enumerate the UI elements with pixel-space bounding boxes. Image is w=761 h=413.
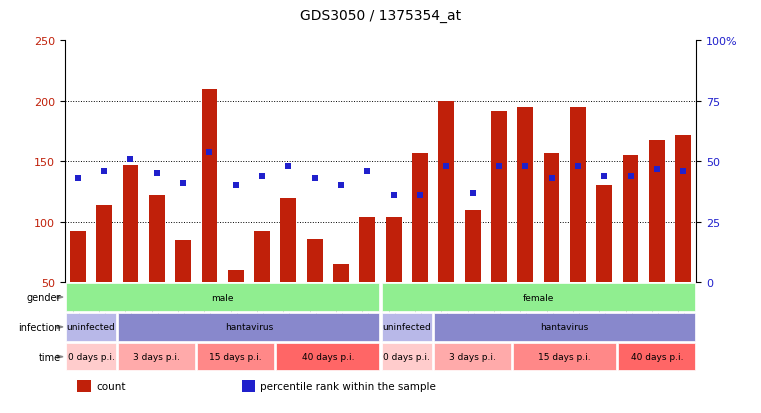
Text: uninfected: uninfected	[383, 323, 431, 332]
Bar	[359, 217, 375, 343]
Bar	[123, 166, 139, 343]
Bar	[281, 198, 296, 343]
Text: uninfected: uninfected	[67, 323, 116, 332]
Point	[598, 173, 610, 180]
Point	[414, 192, 426, 199]
Point	[230, 183, 242, 189]
Bar	[435, 313, 696, 341]
Point	[546, 176, 558, 182]
Text: 15 days p.i.: 15 days p.i.	[209, 352, 262, 361]
Bar	[619, 343, 696, 370]
Bar	[386, 217, 402, 343]
Point	[177, 180, 189, 187]
Bar	[78, 380, 91, 392]
Bar	[517, 108, 533, 343]
Point	[361, 168, 374, 175]
Bar	[649, 140, 665, 343]
Text: count: count	[96, 381, 126, 391]
Point	[677, 168, 689, 175]
Bar	[119, 313, 380, 341]
Text: 0 days p.i.: 0 days p.i.	[68, 352, 114, 361]
Text: GDS3050 / 1375354_at: GDS3050 / 1375354_at	[300, 9, 461, 23]
Bar	[333, 264, 349, 343]
Bar	[254, 232, 270, 343]
Bar	[438, 102, 454, 343]
Point	[124, 156, 136, 163]
Point	[519, 164, 531, 170]
Bar	[149, 196, 164, 343]
Text: 40 days p.i.: 40 days p.i.	[301, 352, 354, 361]
Bar	[675, 135, 691, 343]
Bar	[491, 111, 507, 343]
Bar	[65, 343, 116, 370]
Text: 3 days p.i.: 3 days p.i.	[133, 352, 180, 361]
Text: gender: gender	[27, 292, 61, 302]
Text: 0 days p.i.: 0 days p.i.	[384, 352, 430, 361]
Text: hantavirus: hantavirus	[224, 323, 273, 332]
Bar	[435, 343, 511, 370]
Bar	[513, 343, 616, 370]
Point	[651, 166, 663, 173]
Text: 40 days p.i.: 40 days p.i.	[631, 352, 683, 361]
Bar	[70, 232, 86, 343]
Bar	[197, 343, 274, 370]
Bar	[381, 313, 432, 341]
Text: percentile rank within the sample: percentile rank within the sample	[260, 381, 436, 391]
Bar	[412, 154, 428, 343]
Text: male: male	[212, 293, 234, 302]
Bar	[465, 210, 480, 343]
Point	[493, 164, 505, 170]
Bar	[175, 240, 191, 343]
Point	[309, 176, 321, 182]
Text: 3 days p.i.: 3 days p.i.	[449, 352, 496, 361]
Bar	[228, 271, 244, 343]
Point	[72, 176, 84, 182]
Bar	[570, 108, 586, 343]
Point	[98, 168, 110, 175]
Point	[440, 164, 452, 170]
Point	[282, 164, 295, 170]
Bar	[241, 380, 256, 392]
Bar	[65, 313, 116, 341]
Bar	[622, 156, 638, 343]
Bar	[65, 284, 380, 311]
Text: infection: infection	[18, 322, 61, 332]
Bar	[307, 239, 323, 343]
Text: time: time	[39, 352, 61, 362]
Bar	[276, 343, 380, 370]
Bar	[202, 90, 218, 343]
Point	[335, 183, 347, 189]
Point	[466, 190, 479, 197]
Point	[256, 173, 268, 180]
Bar	[597, 186, 612, 343]
Point	[625, 173, 637, 180]
Bar	[381, 284, 696, 311]
Text: female: female	[523, 293, 554, 302]
Bar	[381, 343, 432, 370]
Text: hantavirus: hantavirus	[540, 323, 589, 332]
Bar	[543, 154, 559, 343]
Point	[151, 171, 163, 177]
Bar	[96, 205, 112, 343]
Point	[387, 192, 400, 199]
Point	[203, 149, 215, 156]
Point	[572, 164, 584, 170]
Bar	[119, 343, 196, 370]
Text: 15 days p.i.: 15 days p.i.	[539, 352, 591, 361]
